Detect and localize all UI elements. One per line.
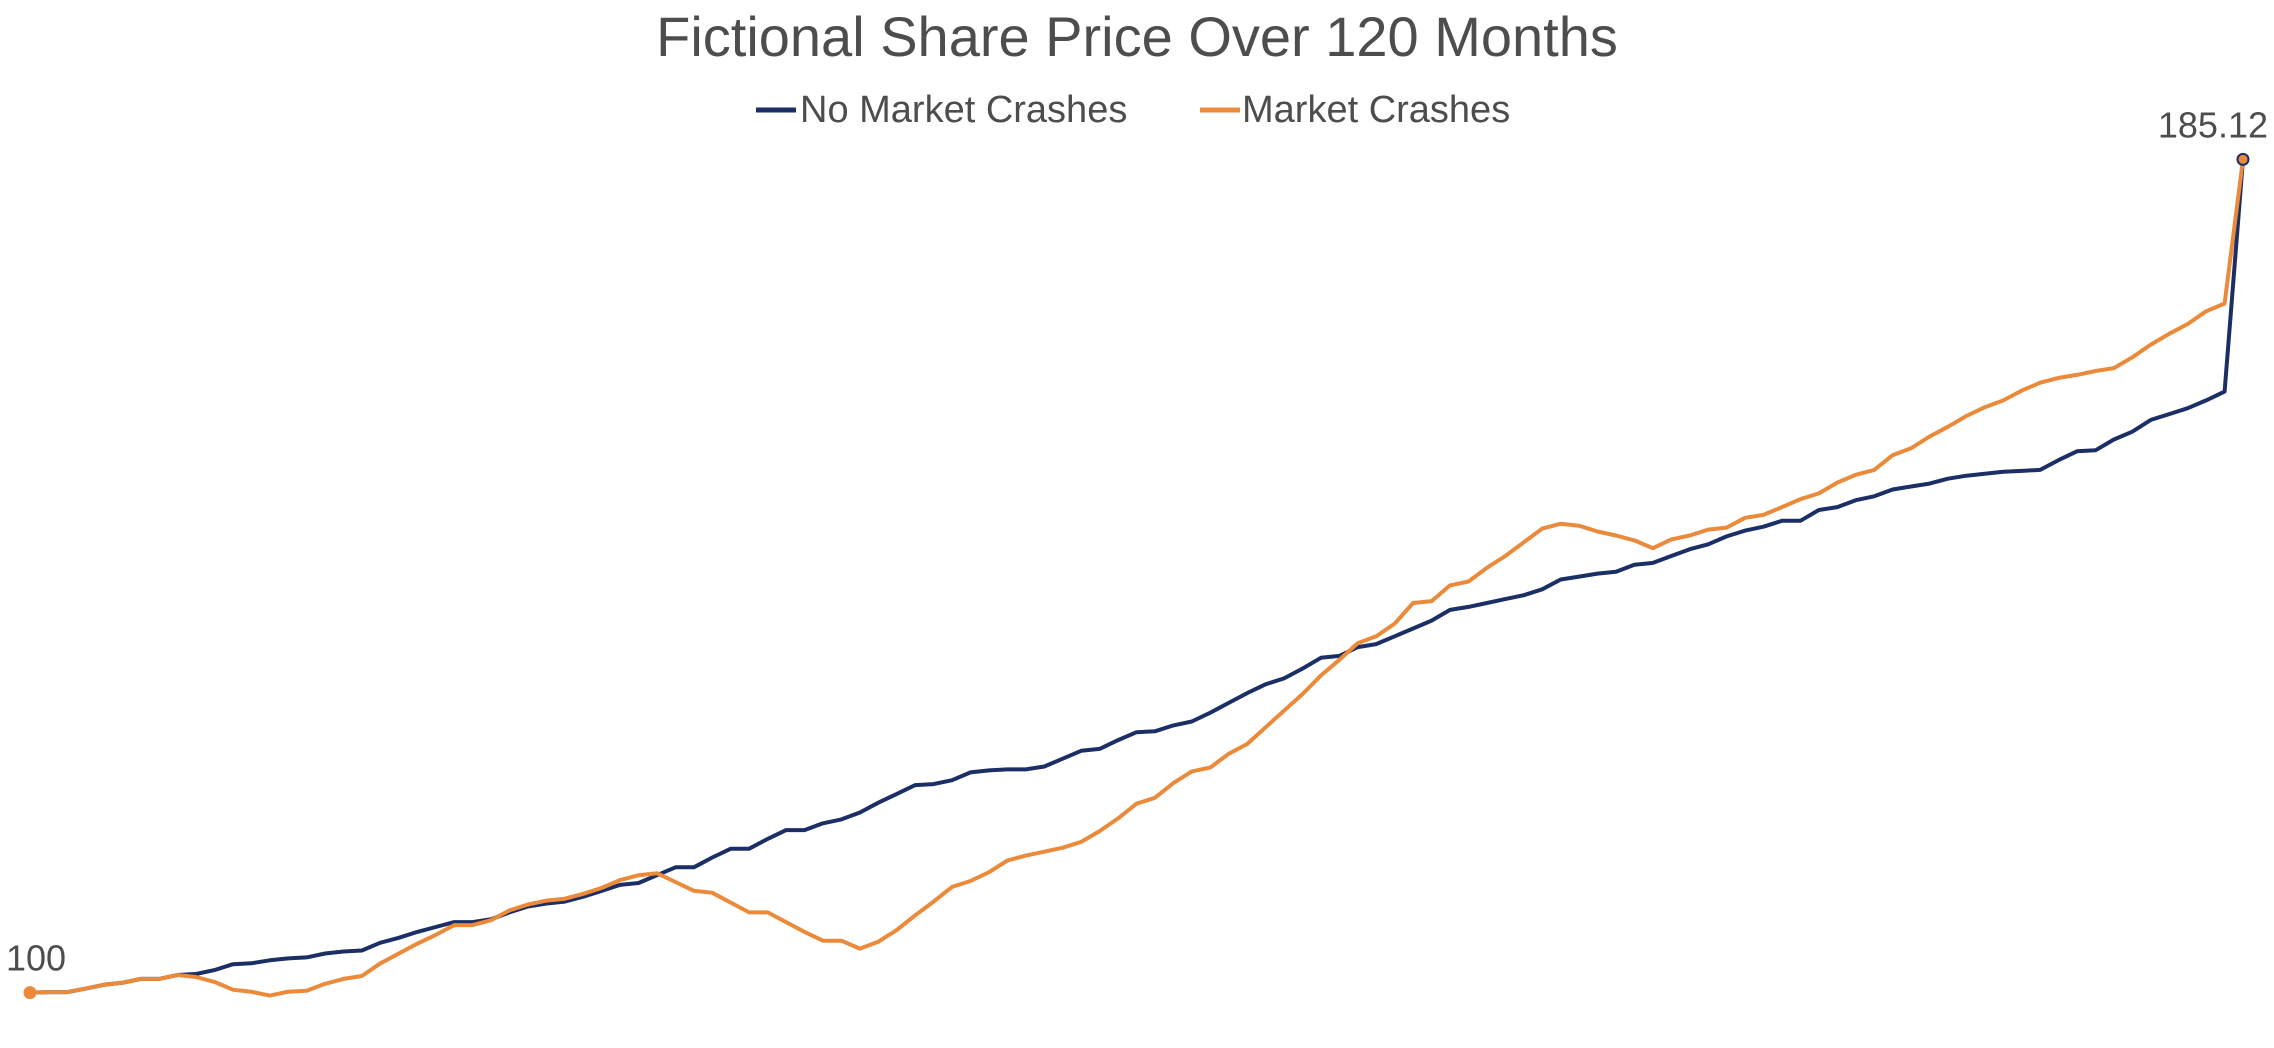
- legend-label-no-market-crashes: No Market Crashes: [800, 89, 1127, 131]
- series-line-market-crashes: [28, 157, 2245, 998]
- chart-title: Fictional Share Price Over 120 Months: [656, 5, 1618, 68]
- end-value-label: 185.12: [2158, 104, 2268, 145]
- legend-label-market-crashes: Market Crashes: [1242, 89, 1510, 131]
- start-point-marker: [23, 986, 37, 1000]
- start-value-label: 100: [6, 938, 66, 979]
- plot-area: [23, 152, 2250, 1000]
- series-line-no-market-crashes: [28, 157, 2245, 995]
- end-point-marker: [2236, 152, 2250, 166]
- legend: No Market Crashes Market Crashes: [756, 89, 1510, 131]
